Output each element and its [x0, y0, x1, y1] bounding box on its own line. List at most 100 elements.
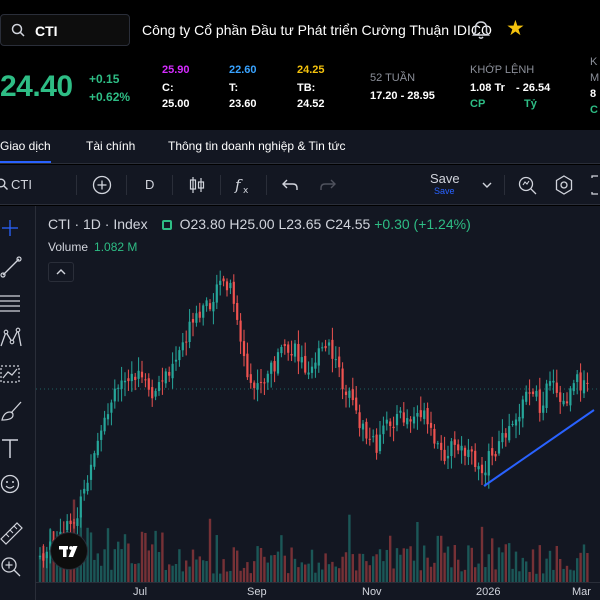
save-status: Save	[434, 186, 455, 196]
candle-body	[236, 302, 239, 320]
tab-giao-dich[interactable]: Giao dịch	[0, 139, 51, 163]
emoji-icon[interactable]	[0, 472, 26, 498]
candle-body	[293, 343, 297, 357]
candle-body	[572, 383, 575, 392]
search-symbol-value[interactable]: CTI	[35, 23, 58, 39]
volume-bar	[117, 541, 120, 582]
avg-value: 24.52	[297, 98, 325, 110]
week52-range: 17.20 - 28.95	[370, 90, 435, 102]
candle-body	[287, 344, 290, 353]
ruler-icon[interactable]	[0, 520, 26, 546]
volume-bar	[372, 556, 375, 582]
candle-body	[123, 380, 127, 383]
candle-body	[331, 339, 334, 359]
indicators-icon[interactable]: f x	[234, 175, 254, 195]
candle-body	[307, 372, 310, 375]
brush-icon[interactable]	[0, 398, 26, 424]
bell-icon[interactable]	[470, 19, 492, 41]
x-tick-2026: 2026	[476, 586, 501, 598]
redo-icon[interactable]	[319, 176, 337, 194]
candle-body	[453, 439, 456, 445]
crosshair-icon[interactable]	[0, 218, 26, 244]
candle-body	[246, 353, 249, 378]
candle-body	[528, 392, 531, 394]
volume-bar	[123, 534, 127, 582]
candle-body	[137, 370, 140, 379]
candle-body	[457, 444, 460, 451]
volume-bar	[365, 561, 368, 582]
star-icon[interactable]: ★	[506, 17, 525, 40]
toolbar-symbol[interactable]: CTI	[11, 177, 32, 192]
tab-thong-tin[interactable]: Thông tin doanh nghiệp & Tin tức	[168, 139, 346, 153]
matched-label: KHỚP LỆNH	[470, 64, 535, 76]
tab-tai-chinh[interactable]: Tài chính	[86, 139, 136, 153]
forecast-icon[interactable]	[0, 362, 26, 388]
candle-body	[344, 391, 348, 395]
volume-bar	[426, 557, 429, 582]
ceiling-price: 25.90	[162, 64, 190, 76]
trend-line-icon[interactable]	[0, 254, 26, 280]
volume-bar	[307, 563, 310, 582]
volume-bar	[290, 547, 293, 582]
candle-body	[440, 442, 443, 450]
volume-bar	[327, 564, 331, 582]
text-icon[interactable]	[0, 436, 26, 462]
candle-body	[338, 356, 341, 368]
chevron-down-icon[interactable]	[480, 179, 494, 191]
candle-body	[157, 382, 161, 392]
candle-body	[504, 433, 507, 438]
volume-bar	[511, 568, 514, 582]
candle-body	[242, 341, 246, 357]
quick-search-icon[interactable]	[516, 174, 538, 196]
volume-bar	[416, 521, 419, 582]
edge-stat-c: C	[590, 104, 598, 116]
volume-bar	[494, 569, 497, 582]
undo-icon[interactable]	[281, 176, 299, 194]
candle-body	[399, 410, 402, 413]
time-axis[interactable]: Jul Sep Nov 2026 Mar	[36, 582, 600, 600]
price-chart[interactable]: CTI · 1D · Index O23.80 H25.00 L23.65 C24…	[36, 206, 600, 600]
candle-body	[562, 400, 565, 405]
volume-bar	[378, 549, 382, 582]
fib-retracement-icon[interactable]	[0, 290, 26, 316]
candles-icon[interactable]	[187, 175, 207, 195]
volume-bar	[555, 545, 558, 582]
volume-bar	[521, 557, 524, 582]
volume-bar	[164, 569, 167, 582]
candlestick-chart[interactable]	[36, 206, 600, 582]
candle-body	[531, 391, 535, 395]
candle-body	[314, 362, 317, 369]
search-icon[interactable]	[0, 178, 8, 190]
interval-button[interactable]: D	[145, 177, 155, 192]
volume-bar	[229, 570, 232, 582]
volume-bar	[246, 562, 249, 582]
candle-body	[429, 422, 433, 428]
symbol-search-box[interactable]: CTI	[0, 14, 130, 46]
pattern-icon[interactable]	[0, 326, 26, 352]
collapse-legend-button[interactable]	[48, 262, 74, 282]
svg-text:x: x	[243, 186, 249, 195]
legend-high: H25.00	[229, 216, 275, 232]
zoom-in-icon[interactable]	[0, 556, 26, 582]
add-symbol-icon[interactable]	[92, 175, 112, 195]
volume-bar	[266, 562, 269, 582]
matched-value: - 26.54	[516, 82, 551, 94]
avg-label: TB:	[297, 82, 316, 94]
candle-body	[480, 464, 484, 474]
chart-toolbar: CTI D f x Save Save	[0, 165, 600, 205]
volume-bar	[392, 568, 395, 582]
toolbar-divider	[172, 175, 173, 195]
fullscreen-icon[interactable]	[590, 174, 600, 196]
volume-bar	[130, 563, 133, 582]
candle-body	[334, 359, 337, 361]
volume-bar	[276, 551, 280, 582]
tradingview-logo[interactable]	[50, 532, 88, 570]
week52-label: 52 TUẦN	[370, 72, 416, 84]
save-button[interactable]: Save	[430, 171, 460, 186]
candle-body	[576, 374, 579, 383]
candle-body	[263, 382, 266, 384]
candle-body	[256, 383, 259, 390]
volume-bar	[178, 549, 181, 582]
support-trendline[interactable]	[483, 409, 595, 487]
settings-icon[interactable]	[553, 174, 575, 196]
